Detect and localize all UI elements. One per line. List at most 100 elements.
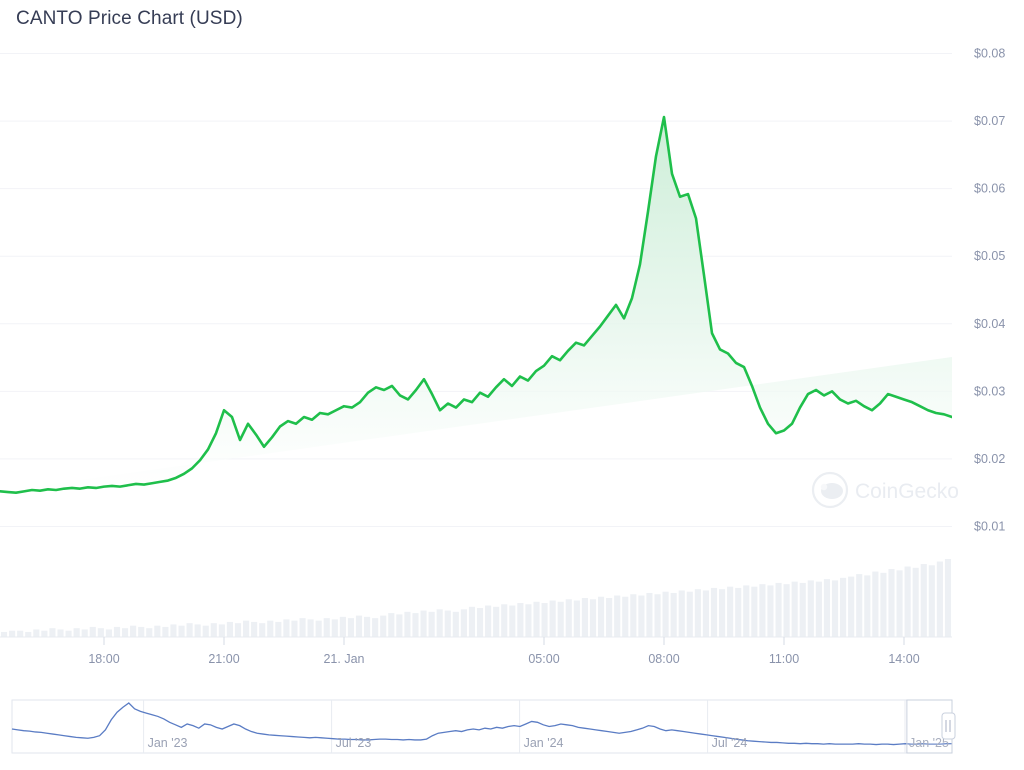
x-axis-label: 11:00 [769,652,799,666]
volume-bar [589,599,597,637]
volume-bar [291,620,298,637]
page-title: CANTO Price Chart (USD) [16,8,243,29]
volume-bars [0,559,952,637]
navigator[interactable]: Jan '23 Jul '23 Jan '24 Jul '24 Jan '25 [11,699,956,754]
y-axis-label: $0.02 [974,452,1005,466]
volume-bar [751,586,758,637]
coingecko-watermark: CoinGecko [811,471,959,509]
x-axis-labels: 18:00 21:00 21. Jan 05:00 08:00 11:00 14:00 [88,652,919,666]
volume-bar [33,629,40,637]
y-axis-label: $0.03 [974,384,1005,398]
volume-bar [251,621,258,637]
volume-bar [299,618,306,637]
y-axis-label: $0.01 [974,519,1005,533]
volume-bar [565,599,572,637]
volume-bar [719,589,726,637]
volume-bar [501,604,508,637]
y-axis-label: $0.04 [974,317,1005,331]
x-axis-label: 21. Jan [323,652,364,666]
navigator-track[interactable] [11,699,953,754]
volume-bar [815,581,822,637]
volume-bar [630,594,637,637]
volume-bar [428,611,435,637]
volume-bar [557,601,564,637]
volume-bar [89,626,96,637]
volume-bar [444,610,451,637]
navigator-label: Jan '25 [909,736,949,750]
volume-bar [146,628,153,637]
volume-bar [186,623,193,637]
price-area-fill [0,117,952,493]
volume-bar [686,591,693,637]
volume-bar [509,605,516,637]
y-axis-label: $0.07 [974,114,1005,128]
volume-bar [896,570,903,637]
volume-bar [783,584,790,637]
volume-bar [468,606,476,637]
volume-bar [9,630,16,637]
volume-bar [541,603,548,637]
volume-bar [831,580,839,637]
volume-bar [864,575,871,637]
volume-bar [97,628,104,637]
volume-bar [17,630,24,637]
volume-bar [799,582,806,637]
y-axis-label: $0.06 [974,182,1005,196]
volume-bar [606,598,613,637]
volume-bar [121,628,129,637]
volume-bar [662,591,669,637]
navigator-label: Jul '24 [712,736,748,750]
navigator-right-handle[interactable] [941,712,956,740]
volume-bar [380,615,387,637]
volume-bar [412,613,419,637]
volume-bar [331,619,338,637]
volume-bar [840,577,847,637]
volume-bar [259,623,266,637]
volume-bar [347,618,355,637]
volume-bar [339,616,346,637]
volume-bar [372,618,379,637]
volume-bar [404,611,411,637]
volume-bar [275,621,282,637]
volume-bar [525,604,532,637]
y-axis-label: $0.05 [974,249,1005,263]
x-axis-label: 14:00 [888,652,919,666]
volume-bar [364,616,371,637]
volume-bar [218,624,225,637]
y-axis-labels: $0.01 $0.02 $0.03 $0.04 $0.05 $0.06 $0.07 $0.08 [974,47,1005,534]
volume-bar [476,608,484,637]
navigator-line [11,702,952,746]
navigator-label: Jan '23 [148,736,188,750]
volume-bar [178,625,185,637]
volume-bar [735,587,742,637]
volume-bar [283,619,290,637]
volume-bar [888,569,895,637]
volume-bar [234,623,242,637]
x-axis-label: 08:00 [648,652,679,666]
volume-bar [25,631,32,637]
volume-bar [485,605,492,637]
volume-bar [267,620,274,637]
volume-bar [226,621,233,637]
volume-bar [549,600,556,637]
volume-bar [65,630,72,637]
price-line [0,115,952,494]
volume-bar [702,590,709,637]
x-axis-ticks [103,637,905,645]
volume-bar [823,579,831,637]
navigator-handle-body[interactable] [941,712,956,740]
volume-bar [49,628,56,637]
volume-bar [944,559,952,637]
volume-bar [928,565,935,637]
volume-bar [162,626,169,637]
volume-bar [710,587,718,637]
volume-bar [614,595,621,637]
volume-bar [856,574,863,637]
volume-bar [436,609,443,637]
volume-bar [791,581,798,637]
volume-bar [170,624,177,637]
volume-bar [727,586,734,637]
volume-bar [41,630,48,637]
volume-bar [73,628,80,637]
